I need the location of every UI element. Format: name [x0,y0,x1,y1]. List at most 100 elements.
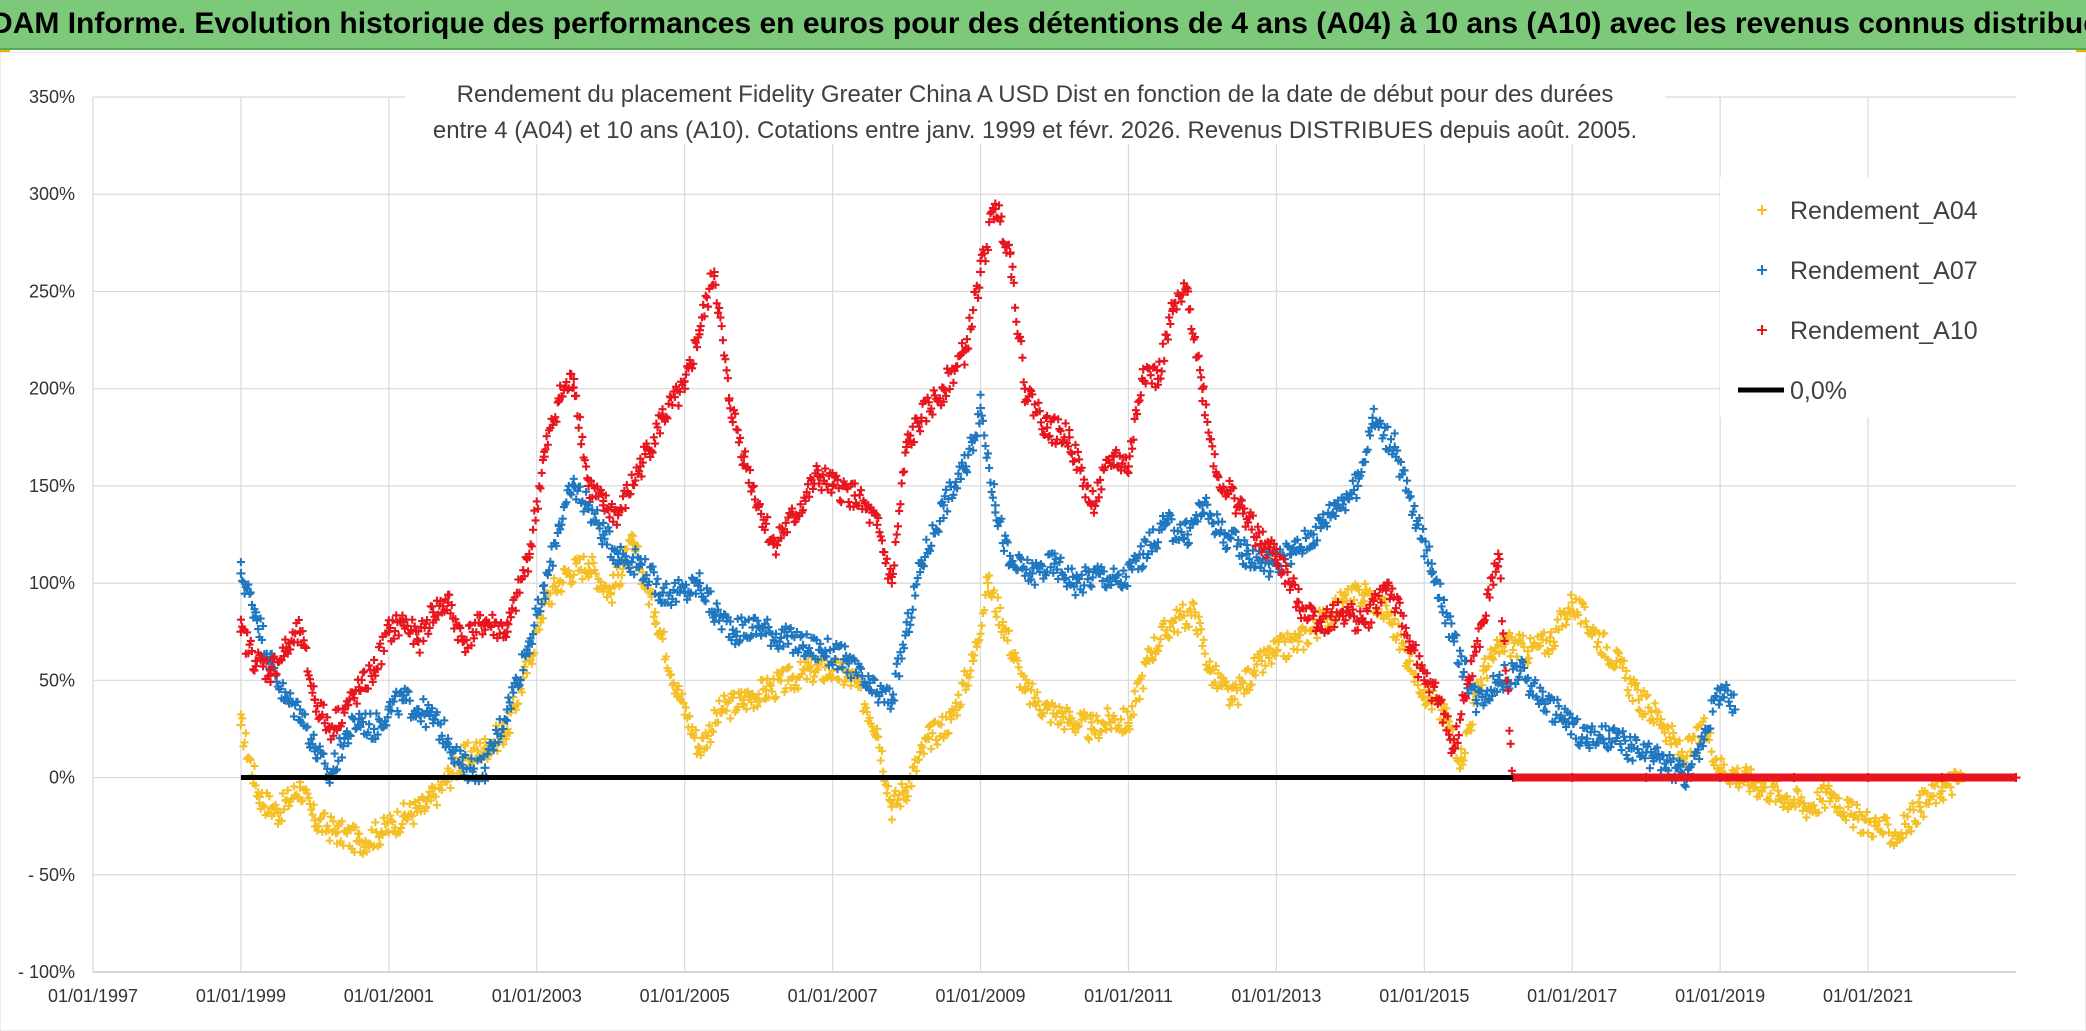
data-point [1924,800,1933,809]
data-point [964,681,973,690]
data-point [1075,721,1084,730]
data-point [238,714,247,723]
data-point [1160,616,1169,625]
data-point [775,671,784,680]
data-point [554,520,564,530]
data-point [416,717,425,726]
data-point [1613,647,1622,656]
data-point [1101,720,1110,729]
x-tick-label: 01/01/1997 [48,986,138,1006]
data-point [469,764,478,773]
data-point [912,766,921,775]
data-point [700,596,709,605]
data-point [569,570,578,579]
data-point [1257,656,1266,665]
data-point [1271,646,1281,656]
data-point [1205,666,1215,676]
data-point [694,743,704,753]
data-point [1264,654,1273,663]
data-point [953,711,962,720]
legend-label: Rendement_A10 [1790,317,1978,345]
y-axis-ticks: - 100% - 50% 0% 50% 100% 150% 200% 250% 300% 350% [18,87,75,982]
data-point [914,755,923,764]
data-point [834,675,843,684]
data-point [1173,628,1182,637]
x-tick-label: 01/01/2015 [1379,986,1469,1006]
data-point [432,801,441,810]
data-point [248,600,257,609]
data-point [1422,699,1431,708]
data-point [561,568,571,578]
data-point [1675,736,1684,745]
data-point [1299,645,1308,654]
data-point [1809,801,1818,810]
y-tick-label: - 100% [18,962,75,982]
data-point [680,588,690,598]
data-point [678,689,687,698]
data-point [1904,822,1913,831]
data-point [369,724,379,734]
data-point [545,566,554,575]
y-tick-label: - 50% [28,865,75,885]
data-point [529,629,538,638]
data-point [1818,797,1827,806]
data-point [579,552,588,561]
data-point [1304,639,1313,648]
data-point [1415,688,1424,697]
data-point [1746,765,1755,774]
data-point [336,837,345,846]
data-point [593,506,602,515]
data-point [259,621,268,630]
data-point [558,578,567,587]
data-point [260,802,269,811]
data-point [764,693,773,702]
y-tick-label: 300% [29,184,75,204]
data-point [733,702,742,711]
data-point [1399,639,1408,648]
data-point [1390,615,1399,624]
data-point [1419,685,1429,695]
data-point [976,629,985,638]
data-point [355,829,364,838]
data-point [1210,678,1219,687]
data-point [1870,821,1880,831]
data-point [755,697,764,706]
data-point [1915,802,1925,812]
data-point [771,693,780,702]
data-point [1225,701,1234,710]
data-point [1820,803,1829,812]
data-point [993,593,1002,602]
data-point [1480,654,1489,663]
data-point [309,730,318,739]
data-point [301,710,310,719]
data-point [519,666,528,675]
data-point [763,615,772,624]
data-point [338,753,347,762]
data-point [1195,618,1204,627]
data-point [603,540,612,549]
data-point [584,500,594,510]
data-point [868,722,877,731]
data-point [383,713,392,722]
data-point [970,651,979,660]
data-point [1771,797,1780,806]
data-point [644,577,653,586]
data-point [882,789,891,798]
data-point [286,689,295,698]
data-point [616,579,625,588]
data-point [1073,722,1082,731]
data-point [569,481,579,491]
data-point [329,817,338,826]
x-tick-label: 01/01/2003 [492,986,582,1006]
data-point [1205,657,1214,666]
data-point [236,710,245,719]
data-point [1830,802,1839,811]
data-point [709,607,719,617]
data-point [783,675,793,685]
data-point [1939,795,1948,804]
data-point [1414,681,1423,690]
data-point [398,820,407,829]
data-point [1186,605,1195,614]
data-point [346,731,355,740]
data-point [431,792,440,801]
